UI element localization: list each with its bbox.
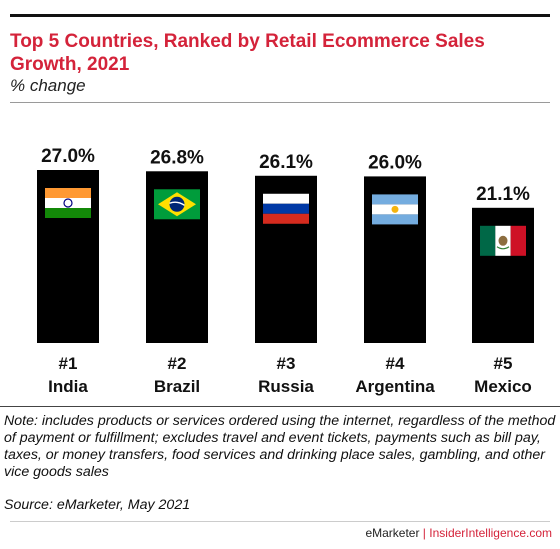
- value-label: 26.8%: [150, 147, 204, 168]
- category-label: India: [48, 377, 88, 396]
- category-label: Argentina: [355, 377, 435, 396]
- category-label: Brazil: [154, 377, 200, 396]
- category-label: Russia: [258, 377, 314, 396]
- india-flag-icon: [45, 188, 91, 218]
- value-label: 26.0%: [368, 152, 422, 173]
- rank-label: #3: [277, 354, 296, 373]
- brand-emarketer: eMarketer: [365, 526, 420, 540]
- brand-insiderintelligence: InsiderIntelligence.com: [429, 526, 552, 540]
- rank-label: #4: [386, 354, 405, 373]
- top-rule: [10, 14, 550, 17]
- rank-label: #5: [494, 354, 513, 373]
- value-label: 21.1%: [476, 184, 530, 205]
- brazil-flag-icon: [154, 189, 200, 220]
- brand-separator: |: [419, 526, 430, 540]
- note-divider: [0, 406, 560, 407]
- rank-label: #2: [168, 354, 187, 373]
- russia-flag-icon: [263, 193, 309, 224]
- brand-footer: eMarketer | InsiderIntelligence.com: [365, 526, 552, 540]
- category-label: Mexico: [474, 377, 532, 396]
- mexico-flag-icon: [480, 225, 526, 256]
- chart-note: Note: includes products or services orde…: [4, 413, 556, 480]
- subtitle-rule: [10, 102, 550, 103]
- rank-label: #1: [59, 354, 78, 373]
- chart-source: Source: eMarketer, May 2021: [4, 497, 191, 513]
- chart-title: Top 5 Countries, Ranked by Retail Ecomme…: [10, 31, 485, 75]
- brand-rule: [10, 521, 550, 522]
- value-label: 27.0%: [41, 146, 95, 167]
- chart-subtitle: % change: [10, 76, 86, 95]
- argentina-flag-icon: [372, 194, 418, 225]
- value-label: 26.1%: [259, 152, 313, 173]
